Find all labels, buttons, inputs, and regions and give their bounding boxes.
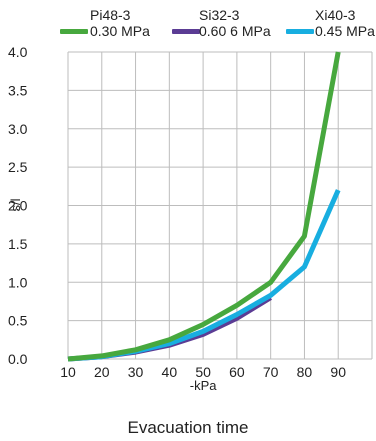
x-tick-label: 10 (60, 364, 76, 380)
y-tick-label: 1.0 (8, 274, 28, 290)
line-chart: 0.0 0.5 1.0 1.5 2.0 2.5 3.0 3.5 4.0 10 20 30 40 50 60 7… (8, 44, 373, 393)
x-tick-label: 70 (263, 364, 279, 380)
chart-caption: Evacuation time (127, 418, 249, 437)
y-tick-label: 2.5 (8, 159, 28, 175)
legend-label-xi40: Xi40-3 0.45 MPa (315, 7, 375, 39)
y-tick-label: 2.0 (8, 198, 28, 214)
y-tick-label: 0.0 (8, 351, 28, 367)
legend-swatch-xi40 (286, 29, 314, 34)
legend-swatch-pi48 (60, 29, 88, 34)
x-tick-label: 90 (330, 364, 346, 380)
y-tick-label: 3.5 (8, 82, 28, 98)
x-tick-label: 80 (297, 364, 313, 380)
x-tick-label: 60 (229, 364, 245, 380)
legend-label-pi48: Pi48-3 0.30 MPa (90, 7, 150, 39)
x-tick-label: 40 (162, 364, 178, 380)
y-tick-label: 4.0 (8, 44, 28, 60)
series-line-pi48-3 (67, 51, 341, 362)
y-axis-label: s/l (8, 198, 23, 211)
x-tick-label: 50 (195, 364, 211, 380)
legend-label-si32: Si32-3 0.60 6 MPa (199, 7, 271, 39)
y-tick-label: 3.0 (8, 121, 28, 137)
x-tick-label: 20 (94, 364, 110, 380)
legend-swatch-si32 (172, 29, 200, 34)
x-tick-label: 30 (128, 364, 144, 380)
y-tick-label: 1.5 (8, 236, 28, 252)
y-tick-label: 0.5 (8, 313, 28, 329)
x-axis-label: -kPa (190, 378, 218, 393)
